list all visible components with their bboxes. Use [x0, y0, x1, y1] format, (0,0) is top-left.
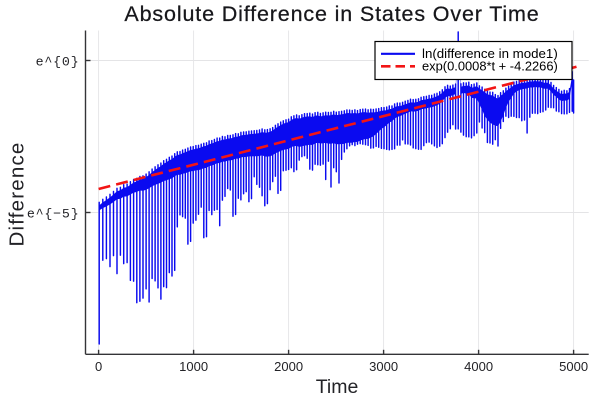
svg-text:2000: 2000 [274, 359, 303, 374]
svg-text:e^{0}: e^{0} [36, 55, 80, 70]
svg-text:0: 0 [95, 359, 102, 374]
svg-text:5000: 5000 [559, 359, 588, 374]
svg-text:3000: 3000 [369, 359, 398, 374]
svg-text:Time: Time [316, 376, 359, 398]
svg-text:exp(0.0008*t + -4.2266): exp(0.0008*t + -4.2266) [422, 59, 558, 74]
svg-text:1000: 1000 [179, 359, 208, 374]
svg-text:e^{−5}: e^{−5} [27, 207, 80, 222]
svg-text:Difference: Difference [6, 141, 29, 246]
svg-text:Absolute Difference in States: Absolute Difference in States Over Time [124, 2, 539, 26]
svg-text:ln(difference in mode1): ln(difference in mode1) [422, 46, 558, 61]
svg-text:4000: 4000 [464, 359, 493, 374]
